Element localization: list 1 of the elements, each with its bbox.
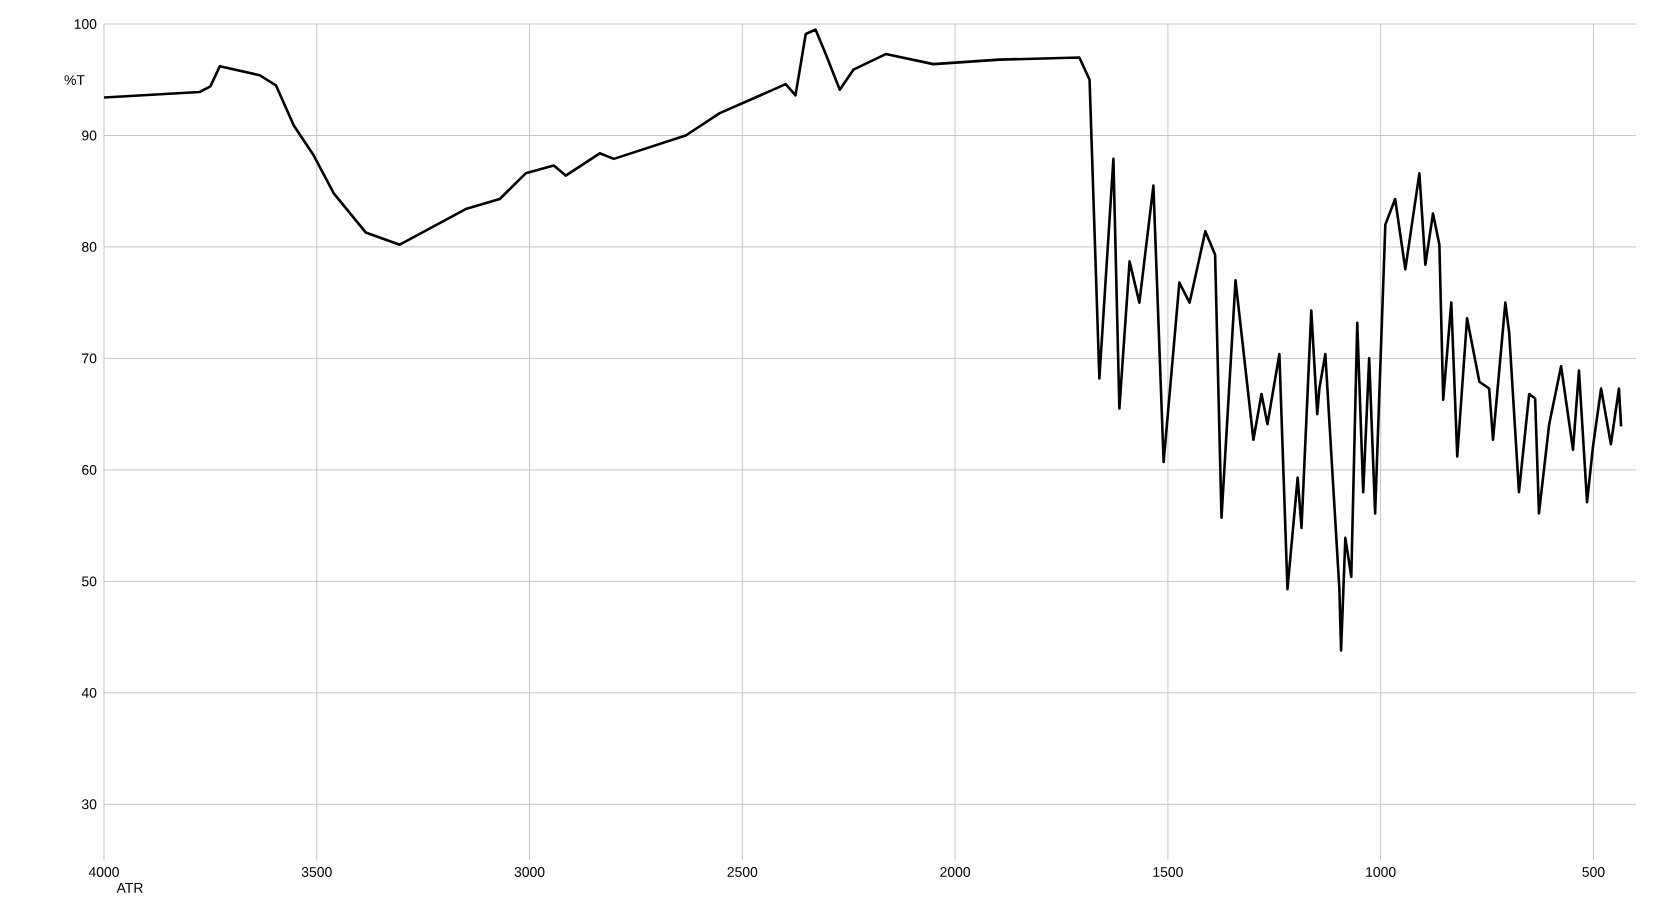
line-series bbox=[103, 28, 1623, 652]
